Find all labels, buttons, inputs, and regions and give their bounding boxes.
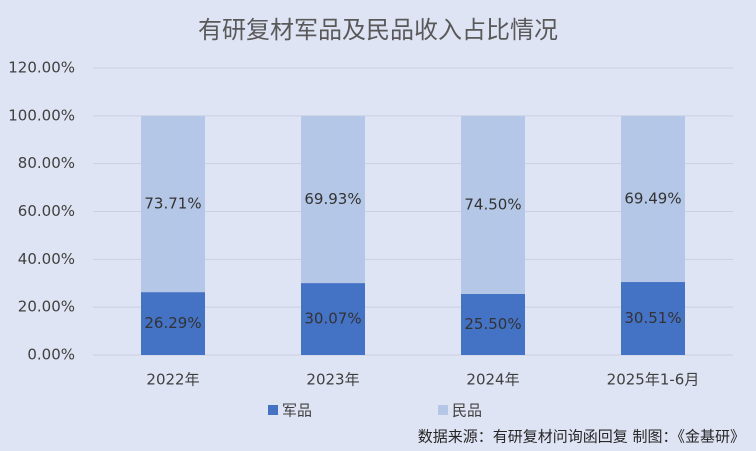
x-tick-label: 2025年1-6月: [607, 371, 700, 389]
data-label: 25.50%: [464, 315, 521, 333]
bar-segment: [141, 115, 205, 293]
legend-label: 民品: [452, 402, 482, 420]
legend-swatch: [438, 405, 448, 415]
bar-segment: [461, 294, 525, 355]
data-label: 69.49%: [624, 189, 681, 207]
y-tick-label: 80.00%: [18, 154, 75, 172]
y-tick-label: 100.00%: [8, 106, 75, 124]
bar-segment: [141, 292, 205, 355]
y-tick-label: 0.00%: [27, 346, 75, 364]
y-tick-label: 40.00%: [18, 250, 75, 268]
bar-segment: [301, 115, 365, 284]
y-tick-label: 60.00%: [18, 202, 75, 220]
y-tick-label: 120.00%: [8, 59, 75, 77]
x-tick-label: 2023年: [306, 371, 359, 389]
bar-segment: [621, 282, 685, 355]
legend-label: 军品: [282, 402, 312, 420]
legend-swatch: [268, 405, 278, 415]
data-label: 26.29%: [144, 314, 201, 332]
chart-title: 有研复材军品及民品收入占比情况: [198, 16, 558, 44]
bar-segment: [461, 115, 525, 295]
y-tick-label: 20.00%: [18, 298, 75, 316]
bar-segment: [301, 283, 365, 355]
x-tick-label: 2022年: [146, 371, 199, 389]
bar-segment: [621, 115, 685, 283]
data-label: 69.93%: [304, 190, 361, 208]
data-label: 74.50%: [464, 195, 521, 213]
source-note: 数据来源：有研复材问询函回复 制图：《金基研》: [418, 428, 745, 446]
data-label: 30.51%: [624, 309, 681, 327]
x-tick-label: 2024年: [466, 371, 519, 389]
data-label: 73.71%: [144, 194, 201, 212]
data-label: 30.07%: [304, 310, 361, 328]
